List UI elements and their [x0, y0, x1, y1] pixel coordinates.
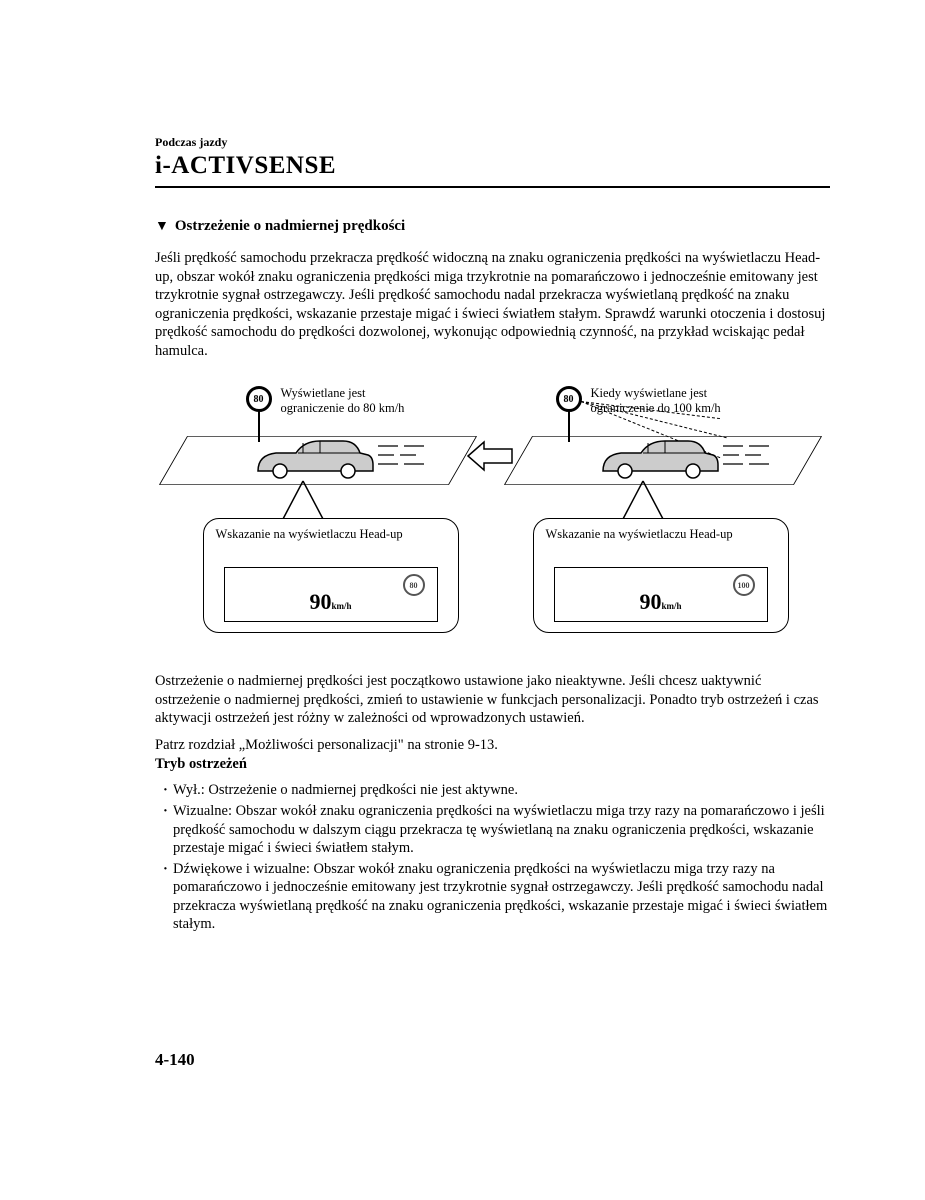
- reference-text: Patrz rozdział „Możliwości personalizacj…: [155, 736, 830, 755]
- hud-box-left: Wskazanie na wyświetlaczu Head-up 80 90k…: [203, 518, 459, 633]
- speed-warning-diagram: 80 Kiedy wyświetlane jest ograniczenie d…: [173, 368, 813, 658]
- list-item: Dźwiękowe i wizualne: Obszar wokół znaku…: [163, 860, 830, 934]
- hud-speed-value: 90km/h: [309, 589, 351, 615]
- speed-sign-left-icon: 80: [246, 386, 272, 412]
- intro-paragraph: Jeśli prędkość samochodu przekracza pręd…: [155, 249, 830, 360]
- list-item: Wizualne: Obszar wokół znaku ograniczeni…: [163, 802, 830, 858]
- sign-label-left: Wyświetlane jest ograniczenie do 80 km/h: [281, 386, 431, 415]
- after-diagram-paragraph: Ostrzeżenie o nadmiernej prędkości jest …: [155, 672, 830, 728]
- hud-label: Wskazanie na wyświetlaczu Head-up: [216, 527, 446, 541]
- page-number: 4-140: [155, 1050, 195, 1070]
- left-arrow-icon: [466, 438, 516, 474]
- car-right-icon: [593, 433, 723, 483]
- motion-lines-icon: [376, 440, 446, 470]
- motion-lines-icon: [721, 440, 791, 470]
- hud-display-right: 100 90km/h: [554, 567, 768, 622]
- hud-sign-left-icon: 80: [403, 574, 425, 596]
- hud-display-left: 80 90km/h: [224, 567, 438, 622]
- car-left-icon: [248, 433, 378, 483]
- callout-triangle-icon: [618, 479, 668, 521]
- section-title: i-ACTIVSENSE: [155, 152, 830, 180]
- hud-sign-right-icon: 100: [733, 574, 755, 596]
- hud-box-right: Wskazanie na wyświetlaczu Head-up 100 90…: [533, 518, 789, 633]
- list-item: Wył.: Ostrzeżenie o nadmiernej prędkości…: [163, 781, 830, 800]
- hud-speed-value: 90km/h: [639, 589, 681, 615]
- header-rule: [155, 186, 830, 188]
- hud-label: Wskazanie na wyświetlaczu Head-up: [546, 527, 776, 541]
- callout-triangle-icon: [278, 479, 328, 521]
- mode-heading: Tryb ostrzeżeń: [155, 756, 830, 773]
- subsection-heading: ▼ Ostrzeżenie o nadmiernej prędkości: [155, 218, 830, 235]
- subsection-title: Ostrzeżenie o nadmiernej prędkości: [175, 218, 405, 235]
- chapter-label: Podczas jazdy: [155, 135, 830, 150]
- triangle-marker-icon: ▼: [155, 219, 169, 235]
- warning-modes-list: Wył.: Ostrzeżenie o nadmiernej prędkości…: [155, 781, 830, 933]
- speed-sign-right-icon: 80: [556, 386, 582, 412]
- sign-pole-right: [568, 410, 570, 442]
